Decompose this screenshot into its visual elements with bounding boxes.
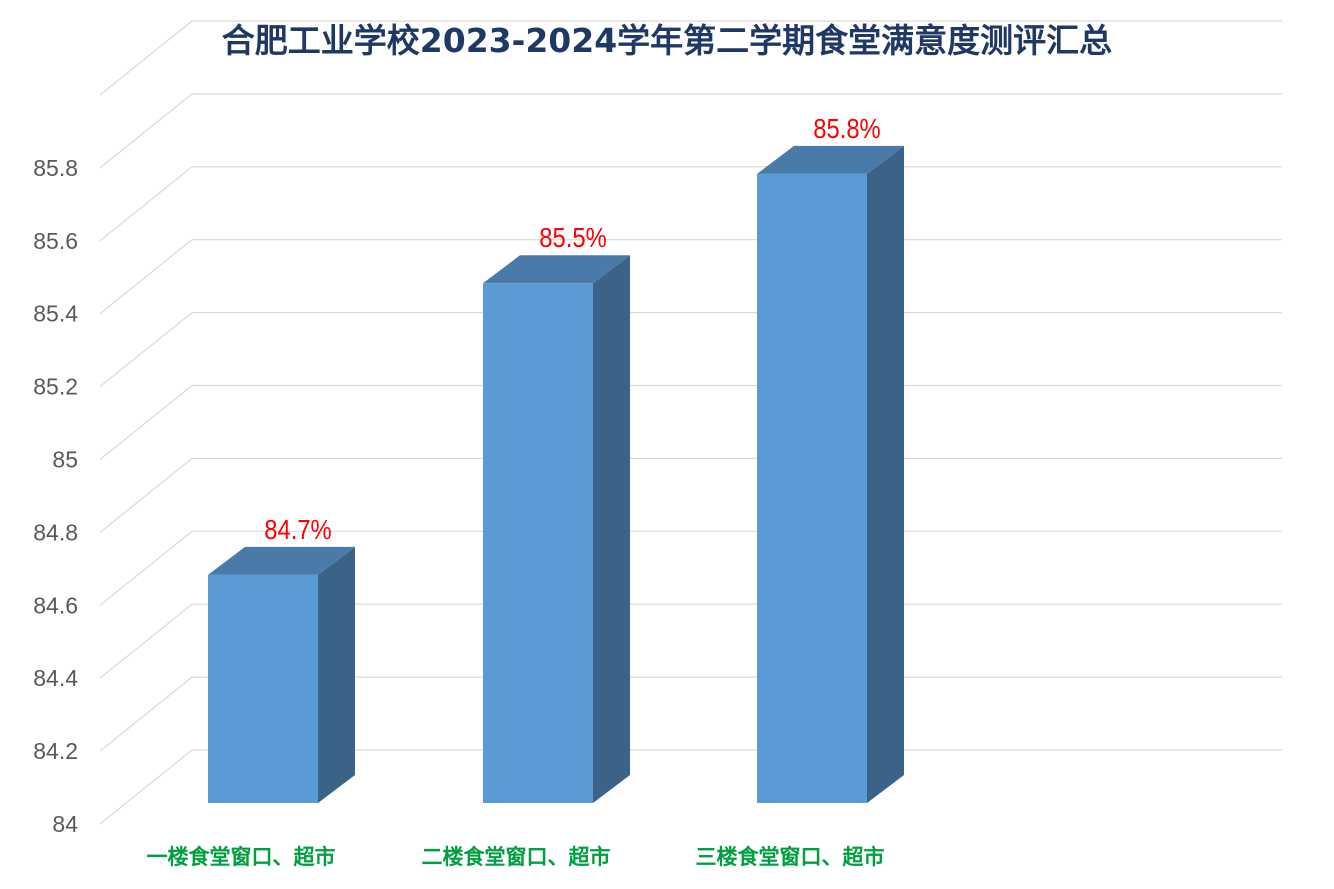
bar-side [593, 255, 630, 803]
bar-side [318, 546, 355, 803]
bar [483, 283, 593, 803]
x-category-label: 一楼食堂窗口、超市 [147, 845, 336, 869]
y-tick-label: 85.8 [33, 155, 78, 181]
y-tick-label: 85.2 [33, 374, 78, 400]
y-tick-label: 84.2 [33, 738, 78, 764]
gridline-depth [99, 20, 193, 96]
data-label: 84.7% [264, 513, 331, 545]
gridline-depth [99, 239, 193, 315]
y-tick-label: 85.4 [33, 301, 78, 327]
bar-top [483, 255, 630, 284]
gridline-depth [99, 312, 193, 388]
gridline-depth [99, 749, 193, 825]
y-tick-label: 84.8 [33, 519, 78, 545]
bar-top [208, 546, 355, 575]
x-category-label: 二楼食堂窗口、超市 [422, 845, 611, 869]
gridline-depth [99, 676, 193, 752]
y-tick-label: 85 [52, 447, 78, 473]
gridline-depth [99, 93, 193, 169]
y-tick-label: 84.4 [33, 665, 78, 691]
y-tick-label: 84 [52, 811, 78, 837]
gridline-depth [99, 166, 193, 242]
chart-title: 合肥工业学校2023-2024学年第二学期食堂满意度测评汇总 [221, 21, 1113, 60]
gridline-depth [99, 603, 193, 679]
data-label: 85.5% [539, 221, 606, 253]
x-category-label: 三楼食堂窗口、超市 [696, 845, 885, 869]
bar-top [757, 145, 904, 174]
y-tick-label: 84.6 [33, 592, 78, 618]
gridline-depth [99, 530, 193, 606]
bar [757, 173, 867, 803]
data-label: 85.8% [813, 112, 880, 144]
bar-side [867, 145, 904, 803]
gridline-depth [99, 385, 193, 460]
bar [208, 574, 318, 803]
y-tick-label: 85.6 [33, 228, 78, 254]
gridline-depth [99, 457, 193, 533]
